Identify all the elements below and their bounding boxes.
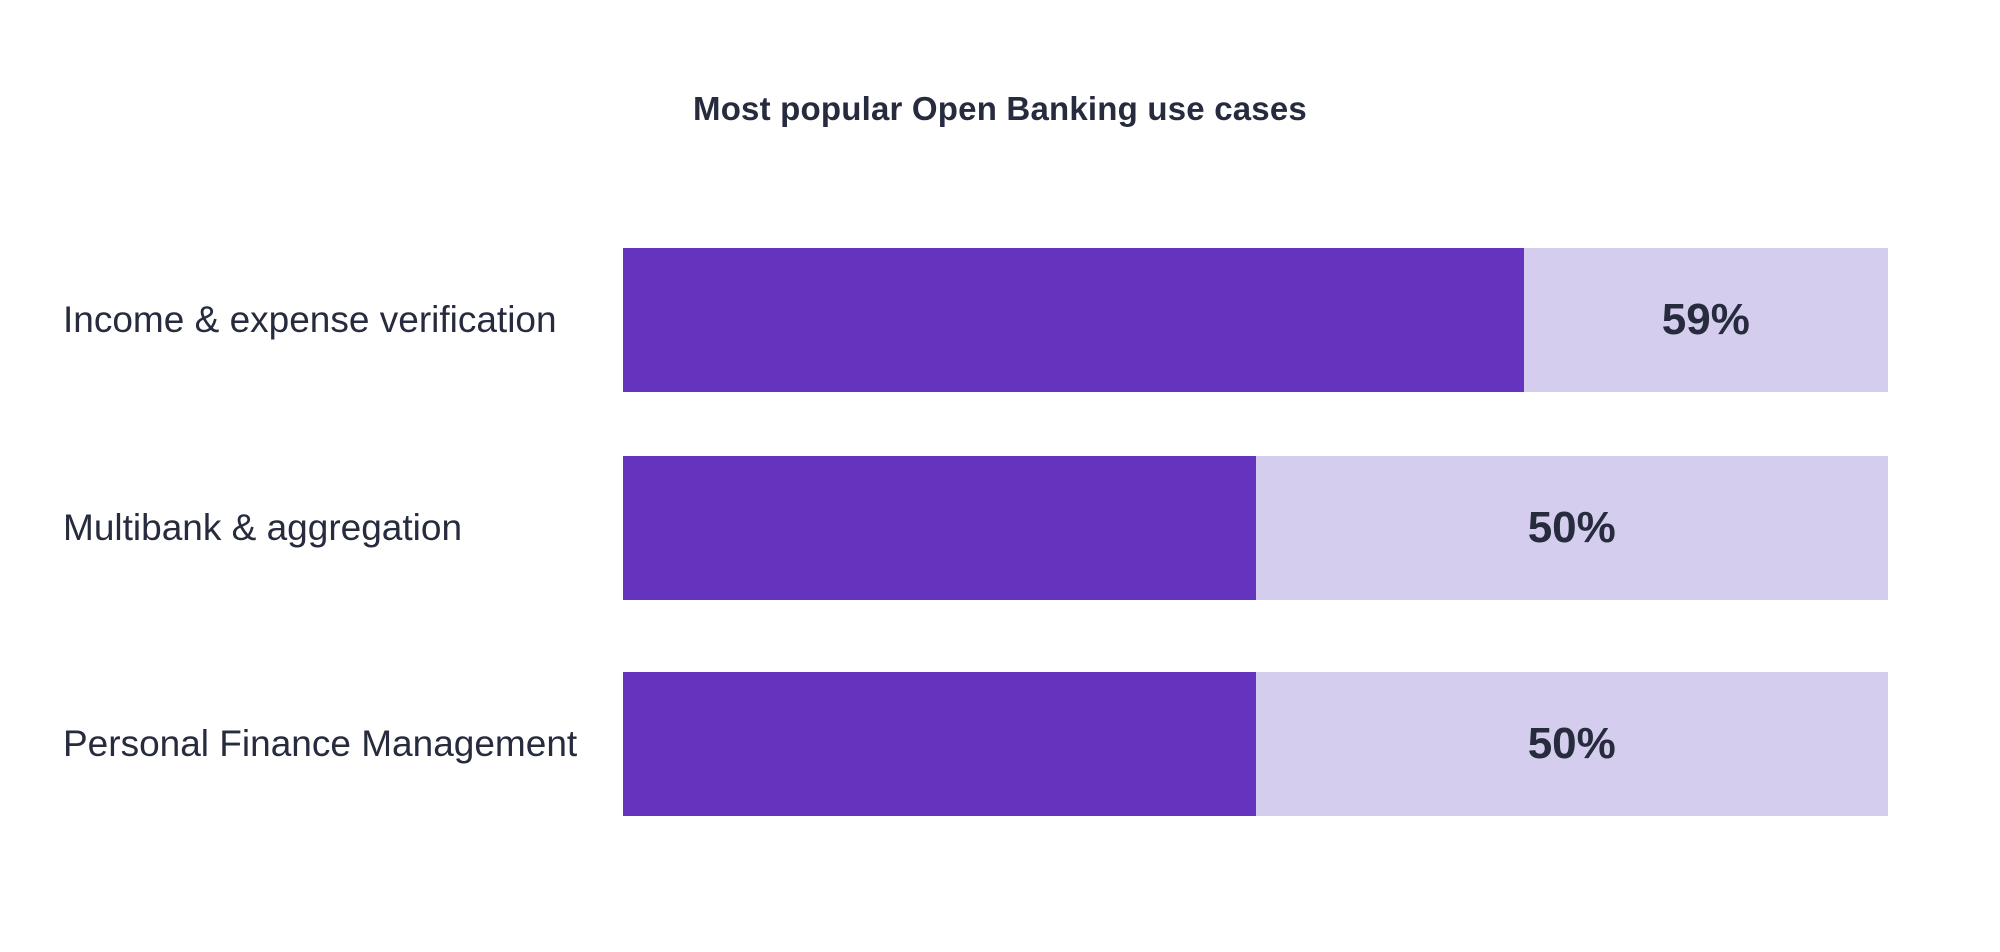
bar-row: Multibank & aggregation 50%	[0, 456, 2000, 600]
bar-chart: Most popular Open Banking use cases Inco…	[0, 0, 2000, 952]
bar-value-label: 59%	[1524, 248, 1888, 392]
bar-category-label: Personal Finance Management	[63, 672, 577, 816]
chart-title: Most popular Open Banking use cases	[0, 90, 2000, 128]
bar-track: 59%	[623, 248, 1888, 392]
bar-track: 50%	[623, 672, 1888, 816]
bar-fill	[623, 672, 1256, 816]
bar-fill	[623, 248, 1524, 392]
bar-row: Income & expense verification 59%	[0, 248, 2000, 392]
bar-category-label: Income & expense verification	[63, 248, 557, 392]
bar-track: 50%	[623, 456, 1888, 600]
bar-category-label: Multibank & aggregation	[63, 456, 462, 600]
bar-value-label: 50%	[1256, 672, 1889, 816]
bar-fill	[623, 456, 1256, 600]
bar-value-label: 50%	[1256, 456, 1889, 600]
bar-row: Personal Finance Management 50%	[0, 672, 2000, 816]
